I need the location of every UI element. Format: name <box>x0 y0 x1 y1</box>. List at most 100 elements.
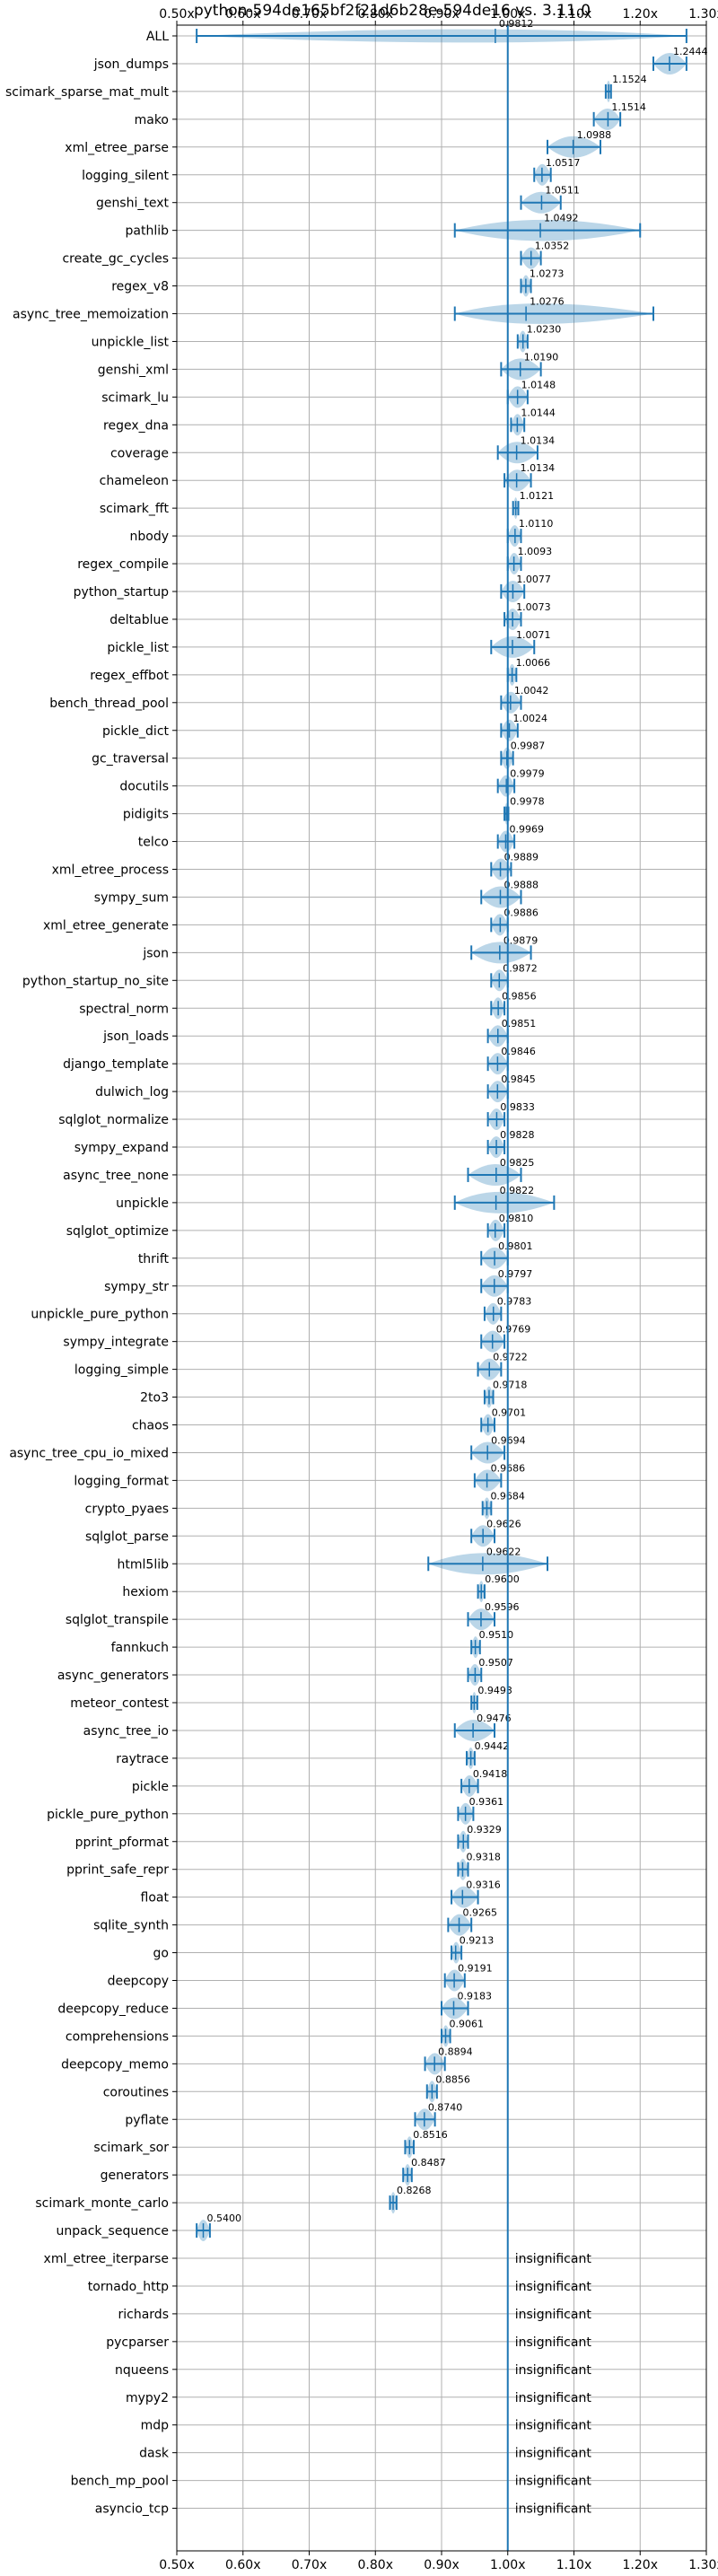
benchmark-label: async_tree_cpu_io_mixed <box>9 1446 169 1460</box>
tick-label-top: 0.60x <box>225 7 260 22</box>
tick-label-bottom: 0.70x <box>292 2558 327 2572</box>
value-label: 1.1514 <box>611 101 646 113</box>
benchmark-label: mypy2 <box>126 2391 169 2405</box>
value-label: 1.0511 <box>545 185 580 197</box>
value-label: 1.0988 <box>577 129 612 141</box>
benchmark-label: deepcopy_reduce <box>57 2002 169 2016</box>
benchmark-label: scimark_sor <box>93 2141 169 2155</box>
insignificant-label: insignificant <box>515 2475 592 2489</box>
insignificant-label: insignificant <box>515 2252 592 2266</box>
benchmark-label: chameleon <box>100 474 169 488</box>
benchmark-label: mako <box>135 113 169 127</box>
benchmark-label: sqlglot_optimize <box>66 1224 169 1239</box>
value-label: 0.9183 <box>457 1990 491 2002</box>
value-label: 0.9828 <box>500 1129 535 1141</box>
benchmark-label: fannkuch <box>111 1641 169 1655</box>
benchmark-label: deepcopy_memo <box>61 2057 169 2072</box>
tick-label-top: 0.70x <box>292 7 327 22</box>
insignificant-label: insignificant <box>515 2335 592 2350</box>
benchmark-label: pickle <box>132 1780 169 1794</box>
tick-label-bottom: 0.60x <box>225 2558 260 2572</box>
value-label: 0.8894 <box>438 2046 473 2057</box>
benchmark-label: sympy_expand <box>74 1141 169 1155</box>
value-label: 0.9769 <box>496 1324 531 1336</box>
value-label: 0.8740 <box>428 2101 463 2113</box>
benchmark-label: mdp <box>141 2419 170 2433</box>
tick-label-bottom: 1.20x <box>623 2558 658 2572</box>
value-label: 0.9886 <box>503 907 538 918</box>
benchmark-label: logging_silent <box>82 169 169 183</box>
value-label: 0.9213 <box>460 1935 495 1947</box>
tick-label-top: 0.80x <box>358 7 393 22</box>
value-label: 0.9061 <box>449 2018 484 2029</box>
tick-label-bottom: 1.00x <box>490 2558 525 2572</box>
benchmark-label: pyflate <box>125 2113 169 2127</box>
benchmark-label: python_startup_no_site <box>22 974 169 988</box>
value-label: 1.0352 <box>535 241 570 252</box>
benchmark-label: sympy_integrate <box>63 1336 169 1350</box>
value-label: 0.9822 <box>500 1185 535 1196</box>
benchmark-label: comprehensions <box>66 2029 169 2044</box>
benchmark-label: float <box>141 1891 170 1906</box>
value-label: 0.9600 <box>485 1573 520 1585</box>
benchmark-label: async_generators <box>57 1669 169 1683</box>
benchmark-label: docutils <box>119 780 169 794</box>
benchmark-label: scimark_sparse_mat_mult <box>5 85 169 100</box>
value-label: 0.9833 <box>500 1101 535 1113</box>
value-label: 1.1524 <box>612 74 647 85</box>
tick-label-top: 1.00x <box>490 7 525 22</box>
value-label: 0.9418 <box>473 1768 508 1780</box>
tick-label-bottom: 1.30x <box>688 2558 718 2572</box>
benchmark-label: scimark_fft <box>100 502 170 516</box>
benchmark-label: xml_etree_generate <box>43 918 169 933</box>
tick-label-top: 1.10x <box>556 7 591 22</box>
benchmark-label: unpickle_pure_python <box>31 1308 169 1322</box>
value-label: 1.0517 <box>546 157 581 169</box>
benchmark-label: xml_etree_process <box>52 863 169 878</box>
value-label: 0.8487 <box>411 2157 446 2169</box>
value-label: 0.9872 <box>503 962 538 974</box>
value-label: 0.9493 <box>477 1685 512 1696</box>
benchmark-label: pprint_safe_repr <box>66 1863 169 1878</box>
value-label: 0.9722 <box>493 1352 528 1363</box>
value-label: 0.9969 <box>509 824 544 836</box>
benchmark-label: async_tree_none <box>63 1169 169 1183</box>
benchmark-label: coroutines <box>103 2085 169 2099</box>
benchmark-label: unpickle_list <box>92 335 170 349</box>
insignificant-label: insignificant <box>515 2419 592 2433</box>
value-label: 1.0077 <box>516 574 551 585</box>
benchmark-rows: ALL 0.9812 json_dumps 1.2444 scimark_sparse_… <box>5 18 707 2517</box>
value-label: 0.9879 <box>503 934 538 946</box>
value-label: 1.0110 <box>519 518 554 530</box>
value-label: 1.0276 <box>530 296 565 308</box>
benchmark-label: pathlib <box>126 224 170 239</box>
x-axis-top: 0.50x 0.60x 0.70x 0.80x 0.90x 1.00x 1.10x 1.20x… <box>159 7 718 25</box>
benchmark-label: sympy_str <box>104 1280 169 1294</box>
value-label: 0.9851 <box>502 1018 537 1030</box>
tick-label-top: 0.90x <box>424 7 459 22</box>
benchmark-label: coverage <box>110 446 169 460</box>
value-label: 0.9845 <box>501 1073 536 1085</box>
plot-frame <box>176 24 707 2552</box>
value-label: 0.9825 <box>500 1157 535 1169</box>
benchmark-label: asyncio_tcp <box>95 2502 169 2517</box>
value-label: 1.0148 <box>521 379 556 390</box>
benchmark-label: bench_mp_pool <box>71 2475 169 2489</box>
benchmark-label: deepcopy <box>108 1975 169 1989</box>
value-label: 1.0066 <box>516 657 551 669</box>
value-label: 0.5400 <box>207 2212 242 2224</box>
benchmark-label: pprint_pformat <box>75 1836 170 1850</box>
benchmark-label: xml_etree_parse <box>65 141 169 155</box>
benchmark-label: bench_thread_pool <box>49 697 169 711</box>
tick-label-bottom: 0.50x <box>159 2558 194 2572</box>
benchmark-label: nqueens <box>115 2363 169 2378</box>
value-label: 0.9318 <box>466 1852 501 1863</box>
value-label: 1.0042 <box>514 685 549 697</box>
benchmark-label: regex_v8 <box>111 280 169 294</box>
value-label: 0.9812 <box>499 18 534 30</box>
value-label: 0.9718 <box>493 1380 528 1391</box>
value-label: 1.0134 <box>521 462 556 474</box>
value-label: 0.9626 <box>486 1518 521 1529</box>
benchmark-label: crypto_pyaes <box>85 1502 169 1516</box>
